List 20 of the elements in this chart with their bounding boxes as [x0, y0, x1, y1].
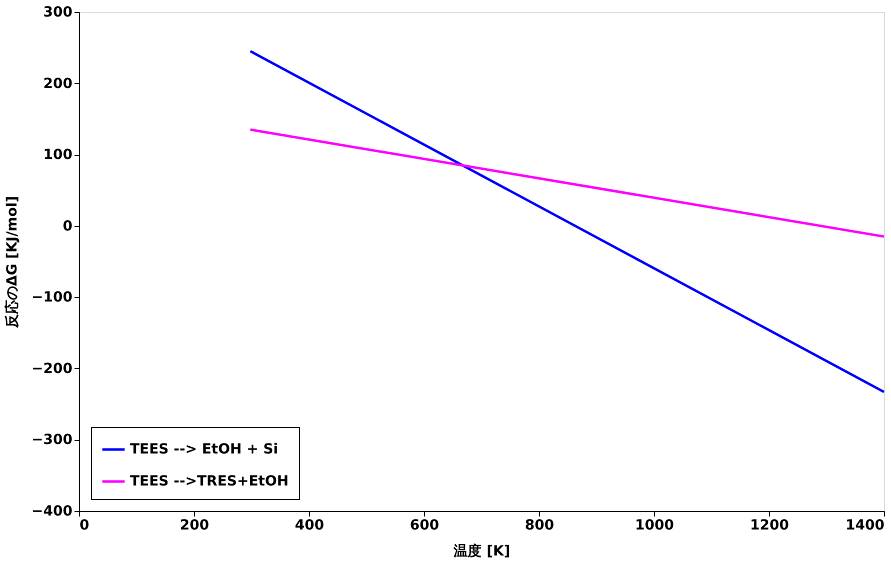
y-tick-label: −100 [32, 290, 73, 306]
y-axis-title: 反応のΔG [KJ/mol] [4, 196, 21, 330]
x-tick-label: 600 [410, 518, 440, 534]
y-tick-label: 100 [43, 147, 73, 164]
x-tick-label: 1400 [846, 518, 885, 534]
y-tick-label: 300 [43, 4, 73, 20]
x-tick-label: 1200 [750, 518, 790, 534]
x-axis-title: 温度 [K] [452, 542, 510, 560]
x-tick-label: 0 [80, 518, 90, 534]
y-tick-label: −400 [32, 504, 73, 520]
legend-label: TEES --> EtOH + Si [130, 442, 278, 458]
x-tick-label: 1000 [635, 518, 674, 534]
y-tick-label: 0 [62, 218, 73, 234]
x-tick-label: 400 [294, 518, 324, 534]
y-tick-label: 200 [43, 76, 73, 92]
y-tick-label: −300 [32, 432, 73, 448]
legend-label: TEES -->TRES+EtOH [130, 474, 289, 490]
y-tick-label: −200 [32, 360, 73, 377]
x-tick-label: 800 [524, 518, 554, 534]
x-tick-label: 200 [180, 518, 210, 534]
